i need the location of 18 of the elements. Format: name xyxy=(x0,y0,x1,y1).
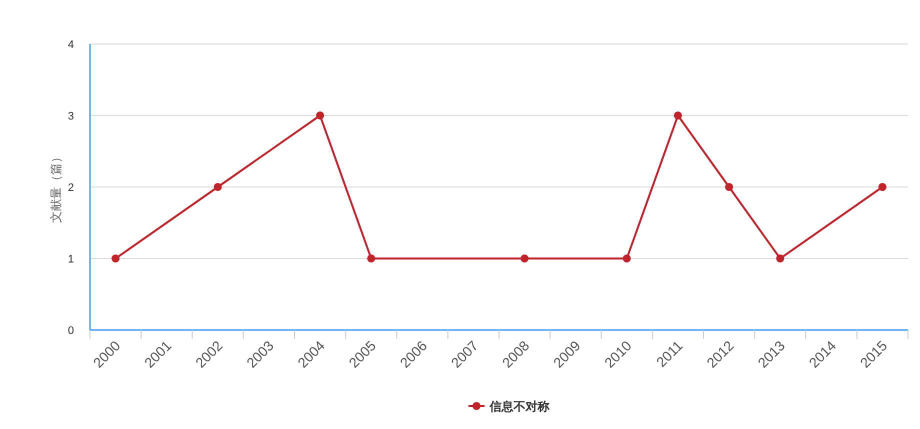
y-tick-label: 3 xyxy=(68,110,74,122)
legend-label: 信息不对称 xyxy=(488,400,550,414)
point xyxy=(214,183,222,191)
y-tick-label: 0 xyxy=(68,325,74,337)
y-axis-title: 文献量（篇） xyxy=(49,151,64,223)
point xyxy=(878,183,886,191)
point xyxy=(622,254,631,262)
point xyxy=(520,254,529,262)
legend: 信息不对称 xyxy=(468,400,550,414)
y-tick-label: 1 xyxy=(68,254,74,266)
point xyxy=(112,254,120,262)
y-tick-label: 2 xyxy=(68,182,74,194)
point xyxy=(725,183,734,191)
point xyxy=(367,254,376,262)
point xyxy=(776,254,784,262)
y-tick-label: 4 xyxy=(68,39,74,51)
point xyxy=(674,112,682,120)
point xyxy=(316,112,324,120)
